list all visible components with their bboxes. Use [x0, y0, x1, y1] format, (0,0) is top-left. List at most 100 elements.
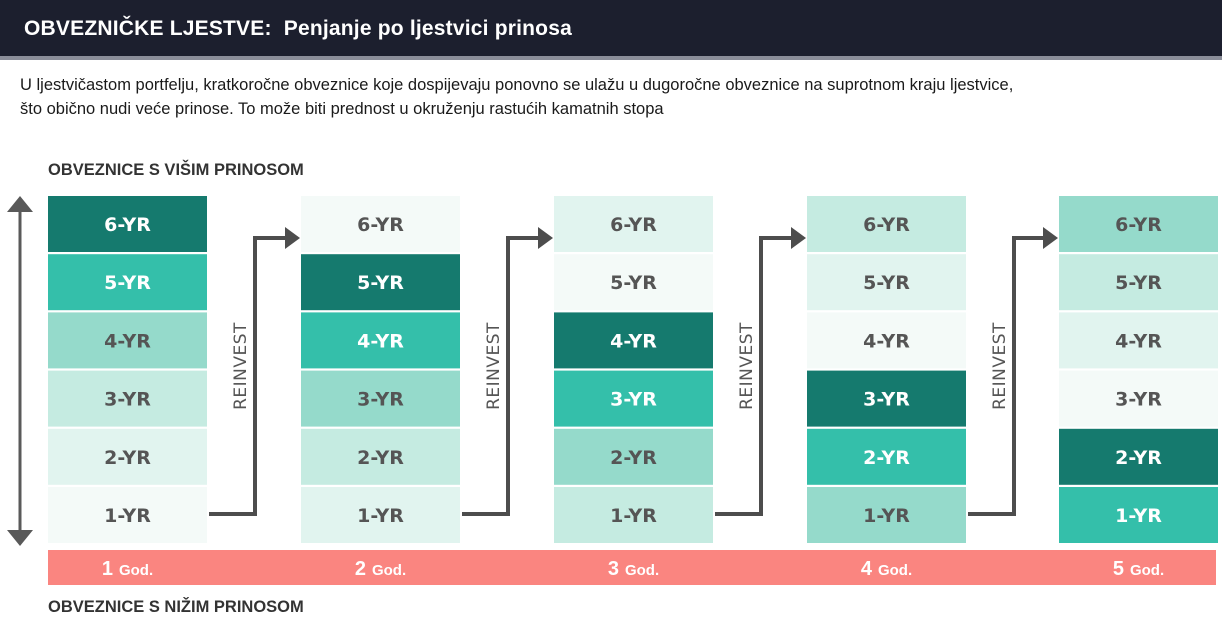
ladder-cell [48, 428, 207, 485]
ladder-cell [554, 254, 713, 311]
ladder-cell-label: 2-YR [610, 447, 657, 469]
year-number: 2 [355, 558, 366, 580]
ladder-cell [301, 312, 460, 369]
ladder-cell [1059, 487, 1218, 543]
year-bar-background [48, 550, 1216, 585]
ladder-cell [301, 254, 460, 311]
ladder-cell [1059, 254, 1218, 311]
ladder-cell-label: 3-YR [610, 389, 657, 411]
ladder-cell [301, 487, 460, 543]
ladder-cell-label: 5-YR [104, 272, 151, 294]
ladder-cell-label: 5-YR [610, 272, 657, 294]
ladder-cell-label: 5-YR [1115, 272, 1162, 294]
reinvest-label: REINVEST [231, 322, 251, 410]
ladder-cell-label: 4-YR [1115, 330, 1162, 352]
reinvest-arrow-head [538, 227, 553, 249]
year-unit: God. [625, 562, 659, 579]
ladder-cell-label: 6-YR [1115, 214, 1162, 236]
reinvest-arrows: REINVEST REINVEST REINVEST REINVEST [209, 227, 1058, 516]
year-bar: 1 God. 2 God. 3 God. 4 God. 5 God. [48, 550, 1216, 585]
ladder-cell-label: 2-YR [104, 447, 151, 469]
ladder-cell-label: 6-YR [357, 214, 404, 236]
year-unit: God. [1130, 562, 1164, 579]
yield-axis-arrow [7, 196, 33, 546]
ladder-cell [554, 428, 713, 485]
ladder-cell-label: 1-YR [357, 505, 404, 527]
year-number: 5 [1113, 558, 1124, 580]
reinvest-arrow-line [209, 236, 285, 516]
year-label-1: 1 God. [102, 558, 153, 580]
reinvest-arrow-head [1043, 227, 1058, 249]
ladder-column-4: 6-YR 5-YR 4-YR 3-YR 2-YR 1-YR [807, 196, 966, 543]
ladder-cell-label: 1-YR [104, 505, 151, 527]
reinvest-label: REINVEST [990, 322, 1010, 410]
year-number: 4 [861, 558, 873, 580]
ladder-cell-label: 6-YR [610, 214, 657, 236]
year-label-3: 3 God. [608, 558, 659, 580]
ladder-cell [48, 370, 207, 427]
year-unit: God. [119, 562, 153, 579]
ladder-column-5: 6-YR 5-YR 4-YR 3-YR 2-YR 1-YR [1059, 196, 1218, 543]
page-title: OBVEZNIČKE LJESTVE: Penjanje po ljestvic… [24, 17, 572, 41]
ladder-cell [554, 370, 713, 427]
ladder-cell [301, 428, 460, 485]
year-number: 3 [608, 558, 619, 580]
year-unit: God. [372, 562, 406, 579]
ladder-cell-label: 4-YR [863, 330, 910, 352]
ladder-cell-label: 2-YR [357, 447, 404, 469]
ladder-cell [1059, 312, 1218, 369]
ladder-cell [48, 312, 207, 369]
year-label-2: 2 God. [355, 558, 406, 580]
ladder-cell-label: 5-YR [357, 272, 404, 294]
description-line-2: što obično nudi veće prinose. To može bi… [20, 100, 664, 118]
ladder-cell [48, 487, 207, 543]
ladder-cell-label: 3-YR [104, 389, 151, 411]
ladder-cell [554, 312, 713, 369]
ladder-cell [554, 487, 713, 543]
reinvest-arrow-head [285, 227, 300, 249]
year-unit: God. [878, 562, 912, 579]
ladder-cell [807, 254, 966, 311]
ladder-cell-label: 5-YR [863, 272, 910, 294]
ladder-cell [807, 428, 966, 485]
description-line-1: U ljestvičastom portfelju, kratkoročne o… [20, 76, 1014, 94]
year-label-4: 4 God. [861, 558, 912, 580]
higher-yield-label: OBVEZNICE S VIŠIM PRINOSOM [48, 161, 304, 179]
ladder-cell-label: 2-YR [1115, 447, 1162, 469]
ladder-cell [1059, 370, 1218, 427]
ladder-cell-label: 6-YR [104, 214, 151, 236]
ladder-cell [301, 370, 460, 427]
ladder-cell-label: 1-YR [610, 505, 657, 527]
description: U ljestvičastom portfelju, kratkoročne o… [20, 73, 1210, 121]
ladder-column-2: 6-YR 5-YR 4-YR 3-YR 2-YR 1-YR [301, 196, 460, 543]
ladder-cell [48, 196, 207, 252]
year-label-5: 5 God. [1113, 558, 1164, 580]
ladder-cell [554, 196, 713, 252]
title-main: OBVEZNIČKE LJESTVE: [24, 17, 272, 40]
ladder-cell-label: 1-YR [863, 505, 910, 527]
ladder-cell [807, 196, 966, 252]
ladder-cell [807, 312, 966, 369]
axis-arrow-up-head [7, 196, 33, 212]
reinvest-label: REINVEST [737, 322, 757, 410]
ladder-cell-label: 4-YR [357, 330, 404, 352]
lower-yield-label: OBVEZNICE S NIŽIM PRINOSOM [48, 598, 304, 616]
ladder-cell-label: 3-YR [357, 389, 404, 411]
ladder-cell-label: 4-YR [610, 330, 657, 352]
reinvest-arrow-line [715, 236, 791, 516]
ladder-cell-label: 1-YR [1115, 505, 1162, 527]
ladder-cell-label: 3-YR [863, 389, 910, 411]
ladder-cell [301, 196, 460, 252]
ladder-cell-label: 4-YR [104, 330, 151, 352]
ladder-cell-label: 2-YR [863, 447, 910, 469]
ladders: 6-YR 5-YR 4-YR 3-YR 2-YR 1-YR 6-YR 5-YR 4-YR 3-YR… [48, 196, 1218, 543]
year-number: 1 [102, 558, 113, 580]
ladder-cell-label: 6-YR [863, 214, 910, 236]
ladder-cell [1059, 428, 1218, 485]
ladder-column-1: 6-YR 5-YR 4-YR 3-YR 2-YR 1-YR [48, 196, 207, 543]
axis-arrow-down-head [7, 530, 33, 546]
ladder-column-3: 6-YR 5-YR 4-YR 3-YR 2-YR 1-YR [554, 196, 713, 543]
ladder-cell [807, 370, 966, 427]
reinvest-label: REINVEST [484, 322, 504, 410]
